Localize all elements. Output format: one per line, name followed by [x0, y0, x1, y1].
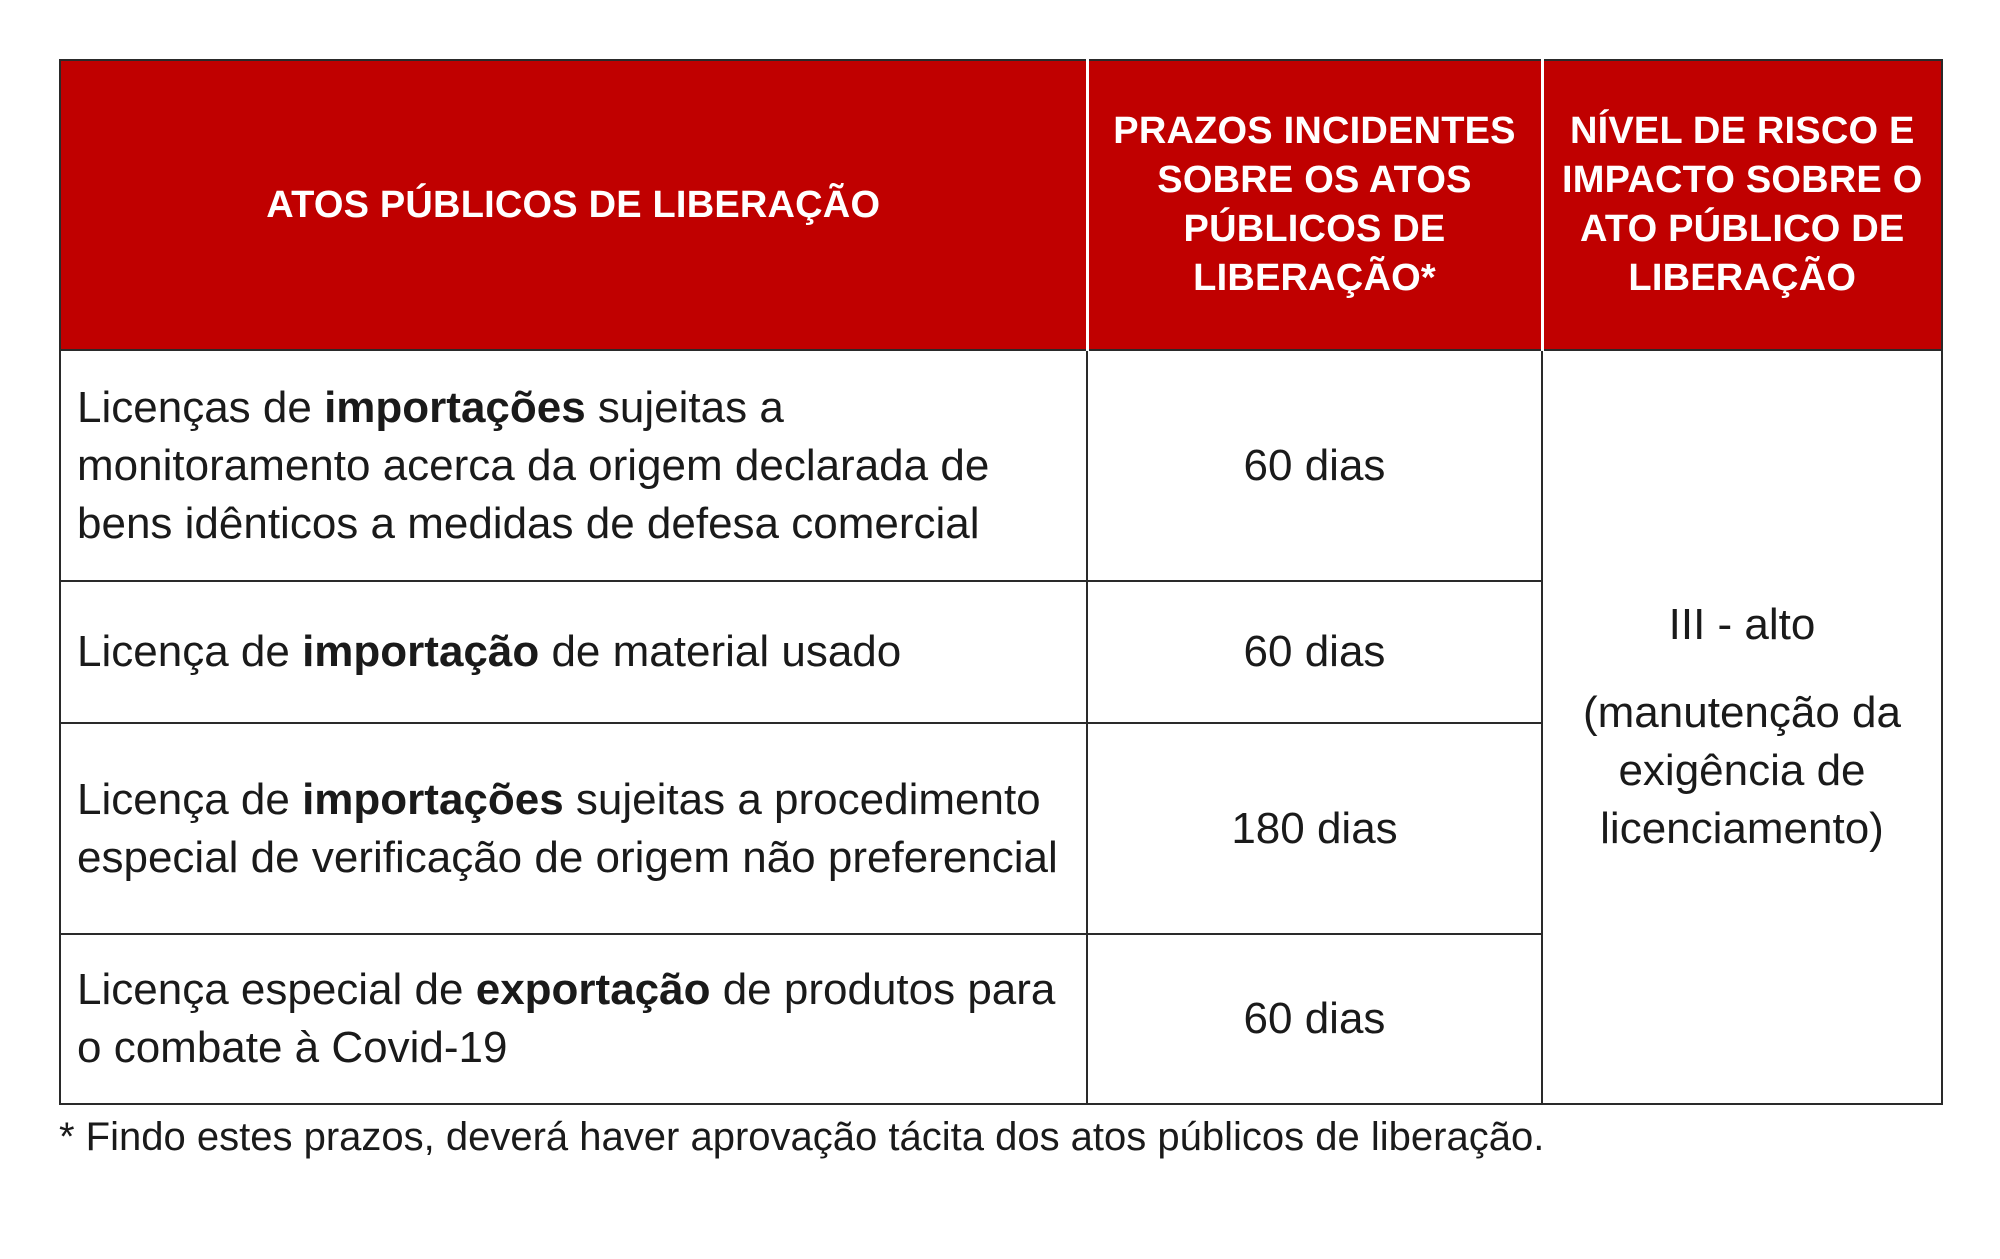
- footnote: * Findo estes prazos, deverá haver aprov…: [59, 1115, 1545, 1159]
- header-deadlines-label: PRAZOS INCIDENTES SOBRE OS ATOS PÚBLICOS…: [1113, 110, 1516, 299]
- risk-level-note: (manutenção da exigência de licenciament…: [1583, 688, 1901, 853]
- row-description-pre: Licença de: [77, 774, 303, 824]
- row-deadline: 180 dias: [1086, 722, 1543, 935]
- table-header-row: ATOS PÚBLICOS DE LIBERAÇÃO PRAZOS INCIDE…: [59, 59, 1943, 351]
- row-description-pre: Licença de: [77, 627, 303, 676]
- row-deadline: 60 dias: [1086, 580, 1543, 724]
- header-risk-label: NÍVEL DE RISCO E IMPACTO SOBRE O ATO PÚB…: [1561, 110, 1923, 299]
- table-row: Licença de importações sujeitas a proced…: [59, 722, 1942, 935]
- risk-level-cell: III - alto (manutenção da exigência de l…: [1541, 349, 1943, 1105]
- table-row: Licença de importação de material usado …: [59, 580, 1942, 724]
- liberation-acts-table: ATOS PÚBLICOS DE LIBERAÇÃO PRAZOS INCIDE…: [59, 59, 1943, 1105]
- row-description: Licença de importações sujeitas a proced…: [59, 722, 1088, 935]
- row-description-bold: importações: [302, 774, 564, 824]
- row-description: Licença de importação de material usado: [59, 580, 1088, 724]
- row-description: Licença especial de exportação de produt…: [59, 933, 1088, 1105]
- row-deadline: 60 dias: [1086, 349, 1543, 582]
- header-risk-level: NÍVEL DE RISCO E IMPACTO SOBRE O ATO PÚB…: [1540, 59, 1943, 351]
- header-acts: ATOS PÚBLICOS DE LIBERAÇÃO: [59, 59, 1089, 351]
- risk-level-value: III - alto: [1668, 600, 1816, 649]
- row-description-post: sujeitas a monitoramento acerca da orige…: [77, 382, 990, 548]
- row-description-post: de produtos para o combate à Covid-19: [77, 965, 1056, 1072]
- row-description-post: sujeitas a procedimento especial de veri…: [77, 774, 1058, 882]
- row-deadline: 60 dias: [1086, 933, 1543, 1105]
- row-description-bold: exportação: [475, 965, 711, 1014]
- row-description-bold: importação: [302, 627, 540, 676]
- liberation-acts-table-container: ATOS PÚBLICOS DE LIBERAÇÃO PRAZOS INCIDE…: [59, 59, 1943, 1105]
- row-description-post: de material usado: [539, 627, 902, 676]
- table-row: Licença especial de exportação de produt…: [59, 933, 1942, 1105]
- row-description-pre: Licenças de: [77, 382, 325, 432]
- row-description-pre: Licença especial de: [77, 965, 476, 1014]
- table-row: Licenças de importações sujeitas a monit…: [59, 349, 1943, 1105]
- row-description: Licenças de importações sujeitas a monit…: [59, 349, 1088, 582]
- header-acts-label: ATOS PÚBLICOS DE LIBERAÇÃO: [266, 183, 881, 226]
- row-description-bold: importações: [324, 382, 586, 432]
- header-deadlines: PRAZOS INCIDENTES SOBRE OS ATOS PÚBLICOS…: [1085, 59, 1544, 351]
